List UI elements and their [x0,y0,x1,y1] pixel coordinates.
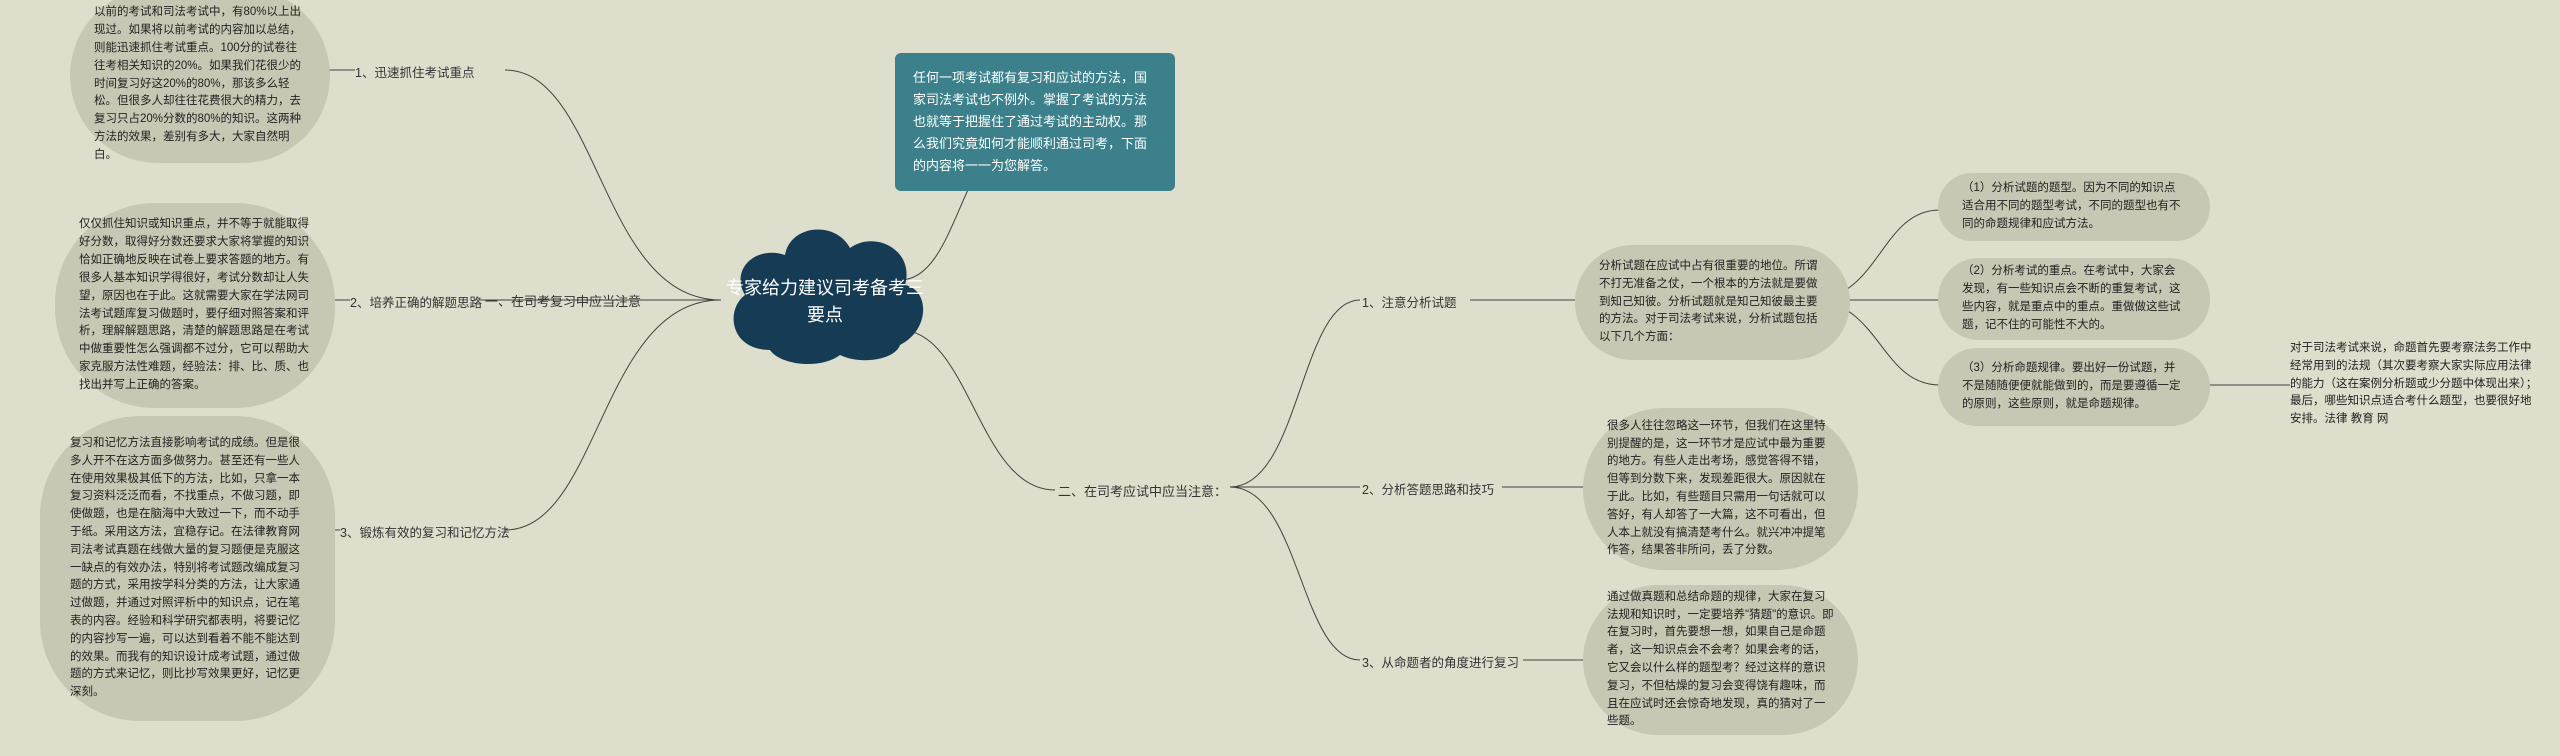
center-topic: 专家给力建议司考备考三 要点 [720,200,930,380]
center-title-l2: 要点 [807,305,843,325]
right-item-2: 2、分析答题思路和技巧 [1362,479,1494,498]
right-item-3: 3、从命题者的角度进行复习 [1362,652,1519,671]
intro-text: 任何一项考试都有复习和应试的方法，国家司法考试也不例外。掌握了考试的方法也就等于… [913,70,1147,173]
right1-sub2: （2）分析考试的重点。在考试中，大家会发现，有一些知识点会不断的重复考试，这些内… [1938,258,2210,340]
left-item-1: 1、迅速抓住考试重点 [355,62,474,81]
right3-leaf: 通过做真题和总结命题的规律，大家在复习法规和知识时，一定要培养"猜题"的意识。即… [1583,585,1858,735]
left-branch-label: 一、在司考复习中应当注意 [485,294,641,309]
right1-sub3: （3）分析命题规律。要出好一份试题，并不是随随便便就能做到的，而是要遵循一定的原… [1938,348,2210,426]
center-title-l1: 专家给力建议司考备考三 [726,278,924,298]
left-leaf-2: 仅仅抓住知识或知识重点，并不等于就能取得好分数，取得好分数还要求大家将掌握的知识… [55,203,335,408]
right-item-1: 1、注意分析试题 [1362,292,1456,311]
intro-box: 任何一项考试都有复习和应试的方法，国家司法考试也不例外。掌握了考试的方法也就等于… [895,53,1175,191]
left-branch: 一、在司考复习中应当注意 [485,291,641,310]
left-item-2: 2、培养正确的解题思路 [350,292,482,311]
right-branch-label: 二、在司考应试中应当注意： [1058,484,1227,499]
left-leaf-1: 根据有关统计，2009司法考试的知识点在以前的考试和司法考试中，有80%以上出现… [70,0,330,163]
right1-sub1: （1）分析试题的题型。因为不同的知识点适合用不同的题型考试，不同的题型也有不同的… [1938,173,2210,241]
right-branch: 二、在司考应试中应当注意： [1058,481,1227,500]
left-leaf-3: 复习和记忆方法直接影响考试的成绩。但是很多人开不在这方面多做努力。甚至还有一些人… [40,416,335,721]
right1-sub3-tail: 对于司法考试来说，命题首先要考察法务工作中经常用到的法规（其次要考察大家实际应用… [2290,340,2540,429]
right1-pretext: 分析试题在应试中占有很重要的地位。所谓不打无准备之仗，一个根本的方法就是要做到知… [1575,245,1850,360]
right2-leaf: 很多人往往忽略这一环节，但我们在这里特别提醒的是，这一环节才是应试中最为重要的地… [1583,408,1858,570]
left-item-3: 3、锻炼有效的复习和记忆方法 [340,522,509,541]
